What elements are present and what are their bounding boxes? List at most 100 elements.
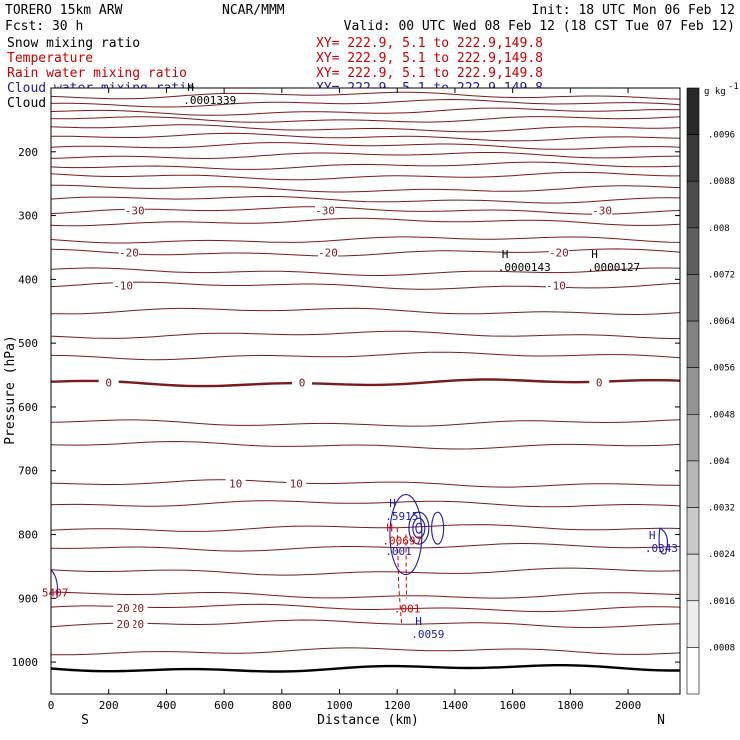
- colorbar-label: .0008: [708, 643, 735, 653]
- y-tick-label: 400: [18, 273, 38, 286]
- temperature-contour: [50, 142, 681, 150]
- cloud-water-contour: [658, 527, 669, 555]
- extremum-value: .0343: [645, 542, 678, 555]
- colorbar-segment: [686, 600, 700, 648]
- temperature-contour: [50, 195, 681, 204]
- colorbar-label: .0024: [708, 550, 735, 560]
- contour-label: -30: [592, 204, 612, 217]
- contour-label: 0: [596, 377, 603, 390]
- colorbar-segment: [686, 460, 700, 508]
- colorbar-segment: [686, 134, 700, 182]
- contour-label-bg: [98, 376, 119, 390]
- temperature-contour: [50, 647, 681, 656]
- colorbar-label: .0088: [708, 177, 735, 187]
- colorbar-label: .0016: [708, 597, 735, 607]
- contour-label-bg: [545, 279, 566, 293]
- header-valid: Valid: 00 UTC Wed 08 Feb 12 (18 CST Tue …: [344, 19, 735, 34]
- extremum-value: .5915: [385, 510, 418, 523]
- field-name: Snow mixing ratio: [7, 36, 140, 51]
- contour-label: 20: [131, 618, 144, 631]
- y-tick-label: 900: [18, 592, 38, 605]
- x-tick-label: 1800: [557, 699, 584, 712]
- extremum-value: .0001339: [183, 94, 236, 107]
- extremum-value: .0059: [411, 628, 444, 641]
- extremum-mark: H: [502, 248, 509, 261]
- temperature-contour: [50, 107, 681, 116]
- x-tick-label: 0: [48, 699, 55, 712]
- temperature-contour: [50, 378, 681, 388]
- x-tick-label: 2000: [615, 699, 642, 712]
- temperature-contour: [50, 591, 681, 599]
- contour-label-bg: [113, 601, 134, 615]
- axes: 0 200 400 600 800 1000 1200 1400 1600 1800 2000200…: [12, 88, 680, 712]
- colorbar-segment: [686, 414, 700, 462]
- temperature-contour: [50, 206, 681, 215]
- x-tick-label: 1000: [326, 699, 353, 712]
- colorbar-segment: [686, 367, 700, 415]
- header-fcst: Fcst: 30 h: [5, 19, 83, 34]
- extremum-value: .00697: [382, 534, 422, 547]
- plot-background: [51, 88, 680, 694]
- cloud-water-contour: [50, 569, 59, 599]
- temperature-contour: [50, 217, 681, 227]
- colorbar-segment: [686, 180, 700, 229]
- rain-contour: [405, 534, 407, 599]
- temperature-contour: [50, 419, 681, 427]
- contour-label: -30: [315, 204, 335, 217]
- contour-label-bg: [225, 477, 246, 491]
- temperature-contour: [50, 248, 681, 257]
- y-tick-label: 200: [18, 146, 38, 159]
- temperature-contour: [50, 307, 681, 316]
- contour-label: 20: [131, 602, 144, 615]
- temperature-contour: [50, 116, 681, 123]
- x-tick-label: 600: [214, 699, 234, 712]
- colorbar-segment: [686, 553, 700, 602]
- field-name: Temperature: [7, 51, 93, 66]
- contour-label-bg: [317, 246, 338, 260]
- temperature-contour: [51, 184, 681, 193]
- colorbar-label: .0072: [708, 270, 735, 280]
- x-tick-label: 1400: [442, 699, 469, 712]
- colorbar-segment: [686, 320, 700, 368]
- x-tick-label: 200: [99, 699, 119, 712]
- header-init: Init: 18 UTC Mon 06 Feb 12: [532, 3, 736, 18]
- colorbar: .0096 .0088 .008 .0072 .0064 .0056 .0048 .004 .0…: [686, 82, 739, 695]
- field-xy: XY= 222.9, 5.1 to 222.9,149.8: [316, 51, 543, 66]
- temperature-contour: [50, 351, 681, 361]
- colorbar-segment: [686, 647, 700, 695]
- temperature-contour: [50, 479, 680, 488]
- extremum-mark: H: [591, 248, 598, 261]
- contour-label-bg: [113, 279, 134, 293]
- colorbar-label: .0096: [708, 131, 735, 141]
- temperature-contour: [50, 171, 680, 181]
- colorbar-label: .0056: [708, 364, 735, 374]
- extremum-value: 5407: [42, 587, 69, 600]
- contour-label: 10: [229, 477, 242, 490]
- temperature-contour: [50, 330, 681, 340]
- header-model: TORERO 15km ARW: [5, 3, 123, 18]
- x-axis-label: Distance (km): [317, 713, 419, 728]
- contour-label-bg: [118, 246, 139, 260]
- y-tick-label: 1000: [12, 656, 39, 669]
- contour-label: -20: [119, 247, 139, 260]
- rain-contour: [396, 528, 403, 624]
- contour-label: 0: [105, 377, 112, 390]
- y-tick-label: 700: [18, 465, 38, 478]
- cloud-water-contour: [412, 517, 426, 539]
- y-tick-label: 300: [18, 210, 38, 223]
- header-center: NCAR/MMM: [222, 3, 285, 18]
- contour-label: 0: [299, 377, 306, 390]
- colorbar-segment: [686, 87, 700, 135]
- temperature-contour: [50, 440, 681, 450]
- cloud-water-contour: [389, 493, 423, 576]
- colorbar-unit: g kg: [704, 87, 726, 97]
- contour-label-bg: [124, 204, 145, 218]
- temperature-contour: [50, 500, 681, 508]
- field-name: Rain water mixing ratio: [7, 66, 187, 81]
- colorbar-label: .004: [708, 457, 730, 467]
- extremum-value: .0000127: [587, 261, 640, 274]
- cloud-water-contour: [431, 511, 445, 545]
- temperature-contour: [51, 132, 681, 142]
- x-tick-label: 400: [156, 699, 176, 712]
